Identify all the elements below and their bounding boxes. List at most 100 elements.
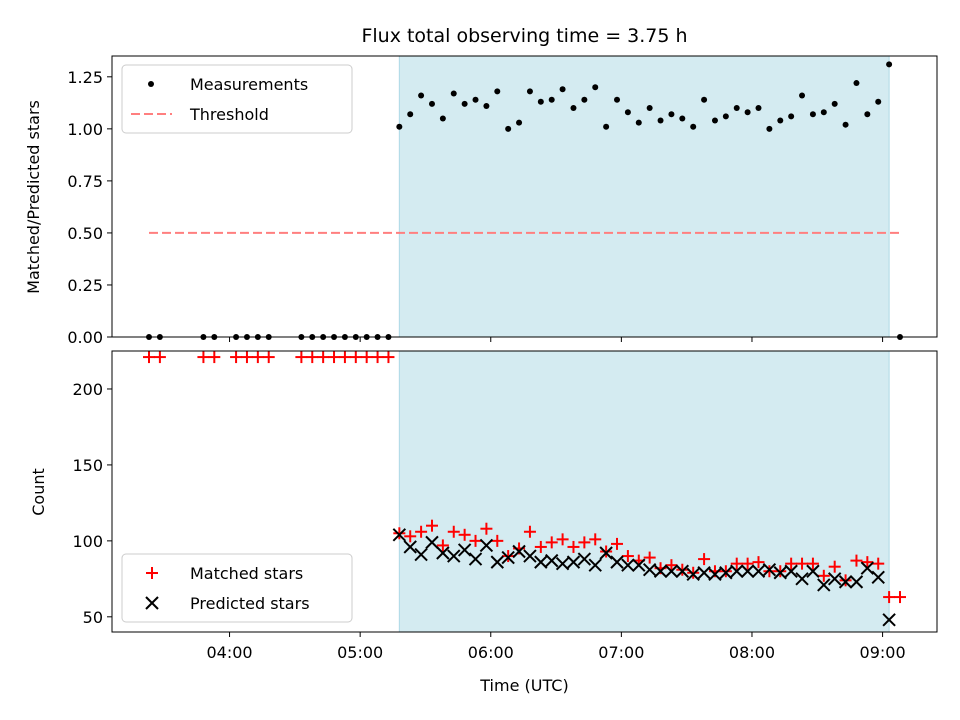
matched-star-point: [730, 557, 743, 570]
measurement-point: [842, 121, 849, 128]
top-legend: Measurements Threshold: [121, 64, 353, 134]
measurement-point: [679, 115, 686, 122]
matched-star-point: [469, 534, 482, 547]
matched-star-point: [600, 545, 613, 558]
top-shaded-interval: [398, 55, 890, 338]
top-y-axis-label: Matched/Predicted stars: [24, 100, 43, 294]
predicted-star-point: [490, 555, 504, 569]
measurement-point: [722, 113, 729, 120]
matched-star-point: [752, 556, 765, 569]
x-tick-label: 07:00: [598, 643, 644, 662]
matched-star-point: [371, 351, 384, 364]
matched-star-point: [578, 536, 591, 549]
bottom-legend-box: [121, 553, 353, 623]
predicted-star-point: [534, 555, 548, 569]
predicted-star-point: [751, 564, 766, 578]
matched-star-point: [415, 525, 428, 538]
matched-star-point: [251, 351, 264, 364]
measurement-point: [396, 123, 403, 130]
matched-star-point: [687, 566, 700, 579]
predicted-star-point: [849, 575, 864, 589]
matched-star-point: [328, 351, 341, 364]
matched-star-point: [338, 351, 351, 364]
measurement-point: [635, 119, 642, 126]
measurement-point: [875, 98, 882, 105]
measurement-point: [548, 96, 555, 103]
matched-star-point: [306, 351, 319, 364]
x-tick-label: 04:00: [206, 643, 252, 662]
predicted-star-point: [621, 558, 635, 572]
top-panel: 0.00 0.25 0.50 0.75 1.00 1.25 Flux total obse…: [24, 25, 938, 347]
measurement-point: [516, 119, 523, 126]
predicted-star-point: [599, 546, 613, 560]
y-tick-label: 0.75: [67, 172, 103, 191]
predicted-star-point: [740, 564, 755, 578]
matched-star-point: [153, 351, 166, 364]
legend-predicted-label: Predicted stars: [190, 594, 310, 613]
measurement-point: [428, 100, 435, 107]
top-y-ticks: 0.00 0.25 0.50 0.75 1.00 1.25: [67, 68, 112, 347]
measurement-point: [820, 109, 827, 116]
top-x-ticks: [229, 337, 884, 342]
matched-star-point: [741, 557, 754, 570]
matched-star-point: [893, 591, 906, 604]
predicted-star-point: [838, 575, 853, 589]
bottom-shaded-interval: [398, 350, 890, 633]
predicted-star-points: [392, 528, 896, 627]
matched-star-point: [295, 351, 308, 364]
matched-star-point: [806, 557, 819, 570]
predicted-star-point: [784, 564, 798, 578]
legend-matched-label: Matched stars: [190, 564, 303, 583]
matched-star-point: [611, 537, 624, 550]
x-tick-label: 06:00: [468, 643, 514, 662]
y-tick-label: 0.00: [67, 328, 103, 347]
predicted-star-point: [762, 563, 777, 577]
predicted-star-point: [806, 564, 820, 578]
bottom-y-ticks: 50 100 150 200: [72, 380, 112, 627]
matched-star-point: [796, 557, 809, 570]
matched-star-point: [643, 551, 656, 564]
measurement-point: [624, 109, 631, 116]
measurement-point: [570, 105, 577, 112]
measurement-point: [461, 100, 468, 107]
measurement-point: [766, 125, 773, 132]
matched-star-point: [382, 351, 395, 364]
top-axes-frame: [111, 55, 938, 338]
legend-matched-marker: [146, 567, 158, 579]
predicted-star-point: [632, 558, 646, 572]
matched-star-point: [839, 574, 852, 587]
measurement-point: [603, 123, 610, 130]
x-tick-label: 05:00: [337, 643, 383, 662]
predicted-star-point: [457, 543, 472, 557]
predicted-star-point: [675, 564, 690, 578]
measurement-point: [505, 125, 512, 132]
predicted-star-point: [653, 564, 668, 578]
y-tick-label: 1.00: [67, 120, 103, 139]
matched-star-point: [545, 536, 558, 549]
matched-star-point: [393, 527, 406, 540]
matched-star-point: [589, 533, 602, 546]
measurement-point: [886, 61, 893, 68]
measurement-point: [592, 84, 599, 91]
matched-star-point: [774, 565, 787, 578]
matched-star-point: [262, 351, 275, 364]
measurement-point: [809, 111, 816, 118]
legend-measurements-label: Measurements: [190, 75, 308, 94]
matched-star-point: [523, 525, 536, 538]
measurement-point: [526, 88, 533, 95]
measurement-point: [559, 86, 566, 93]
measurement-point: [864, 111, 871, 118]
measurement-point: [646, 105, 653, 112]
matched-star-point: [850, 554, 863, 567]
predicted-star-point: [392, 528, 407, 542]
predicted-star-point: [882, 613, 896, 627]
predicted-star-point: [425, 535, 439, 550]
predicted-star-point: [436, 546, 450, 560]
predicted-star-point: [708, 567, 722, 581]
matched-star-point: [240, 351, 253, 364]
measurement-point: [853, 80, 860, 87]
measurement-point: [701, 96, 708, 103]
predicted-star-point: [827, 572, 842, 586]
bottom-panel: 50 100 150 200 04:00 05:00 06:00 07:00 08:00 09:…: [29, 350, 938, 695]
matched-star-point: [872, 557, 885, 570]
